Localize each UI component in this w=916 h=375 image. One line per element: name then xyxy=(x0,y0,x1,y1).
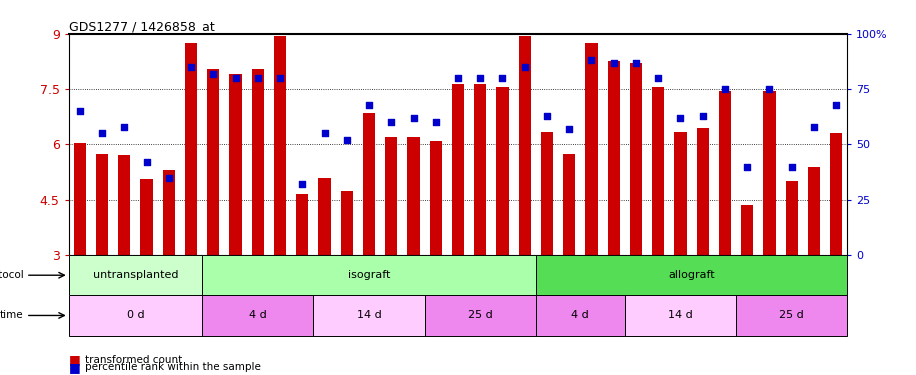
Point xyxy=(473,75,487,81)
Bar xyxy=(518,36,531,255)
Point xyxy=(94,130,109,136)
Text: transformed count: transformed count xyxy=(85,355,182,365)
Text: allograft: allograft xyxy=(669,270,714,280)
Point xyxy=(807,124,822,130)
Point xyxy=(228,75,243,81)
Bar xyxy=(140,180,153,255)
Point xyxy=(429,119,443,125)
Point xyxy=(651,75,666,81)
Point xyxy=(384,119,398,125)
Point xyxy=(829,102,844,108)
Point xyxy=(606,60,621,66)
Bar xyxy=(830,134,843,255)
Point xyxy=(740,164,755,170)
Text: ■: ■ xyxy=(69,361,81,374)
Point xyxy=(628,60,643,66)
Bar xyxy=(408,137,420,255)
Bar xyxy=(452,84,464,255)
Bar xyxy=(496,87,508,255)
Bar xyxy=(563,154,575,255)
Bar xyxy=(630,63,642,255)
Bar xyxy=(202,296,313,336)
Text: 4 d: 4 d xyxy=(572,310,589,321)
Bar xyxy=(363,113,376,255)
Bar xyxy=(69,255,202,296)
Text: GDS1277 / 1426858_at: GDS1277 / 1426858_at xyxy=(69,20,214,33)
Point xyxy=(273,75,288,81)
Point xyxy=(206,70,221,76)
Bar xyxy=(736,296,847,336)
Bar xyxy=(652,87,664,255)
Point xyxy=(295,181,310,187)
Bar xyxy=(430,141,442,255)
Point xyxy=(72,108,87,114)
Point xyxy=(762,86,777,92)
Bar xyxy=(296,194,309,255)
Point xyxy=(362,102,376,108)
Bar xyxy=(536,255,847,296)
Text: protocol: protocol xyxy=(0,270,24,280)
Text: ■: ■ xyxy=(69,354,81,366)
Point xyxy=(117,124,132,130)
Point xyxy=(317,130,332,136)
Bar xyxy=(696,128,709,255)
Bar xyxy=(229,74,242,255)
Text: 4 d: 4 d xyxy=(249,310,267,321)
Bar xyxy=(808,166,820,255)
Text: percentile rank within the sample: percentile rank within the sample xyxy=(85,363,261,372)
Point xyxy=(584,57,599,63)
Point xyxy=(717,86,732,92)
Point xyxy=(184,64,199,70)
Text: 25 d: 25 d xyxy=(468,310,493,321)
Bar xyxy=(425,296,536,336)
Point xyxy=(518,64,532,70)
Bar xyxy=(341,190,353,255)
Bar xyxy=(69,296,202,336)
Text: isograft: isograft xyxy=(348,270,390,280)
Bar xyxy=(202,255,536,296)
Text: untransplanted: untransplanted xyxy=(93,270,179,280)
Bar xyxy=(674,132,687,255)
Bar xyxy=(474,84,486,255)
Point xyxy=(161,175,176,181)
Point xyxy=(673,115,688,121)
Point xyxy=(695,112,710,118)
Point xyxy=(496,75,510,81)
Text: 14 d: 14 d xyxy=(668,310,692,321)
Text: 25 d: 25 d xyxy=(780,310,804,321)
Bar xyxy=(625,296,736,336)
Bar xyxy=(163,170,175,255)
Point xyxy=(784,164,799,170)
Bar xyxy=(607,62,620,255)
Point xyxy=(562,126,576,132)
Bar xyxy=(207,69,220,255)
Bar xyxy=(313,296,425,336)
Bar xyxy=(763,91,776,255)
Bar xyxy=(96,154,108,255)
Point xyxy=(451,75,465,81)
Bar xyxy=(118,155,130,255)
Point xyxy=(250,75,265,81)
Point xyxy=(139,159,154,165)
Text: 0 d: 0 d xyxy=(126,310,144,321)
Bar xyxy=(540,132,553,255)
Bar xyxy=(73,142,86,255)
Point xyxy=(340,137,354,143)
Bar xyxy=(252,69,264,255)
Bar xyxy=(185,43,197,255)
Point xyxy=(540,112,554,118)
Bar xyxy=(719,91,731,255)
Bar xyxy=(786,181,798,255)
Text: 14 d: 14 d xyxy=(356,310,381,321)
Bar xyxy=(585,43,597,255)
Bar xyxy=(274,36,286,255)
Bar xyxy=(385,137,398,255)
Point xyxy=(406,115,420,121)
Bar xyxy=(319,178,331,255)
Bar xyxy=(536,296,625,336)
Text: time: time xyxy=(0,310,24,321)
Bar xyxy=(741,205,753,255)
